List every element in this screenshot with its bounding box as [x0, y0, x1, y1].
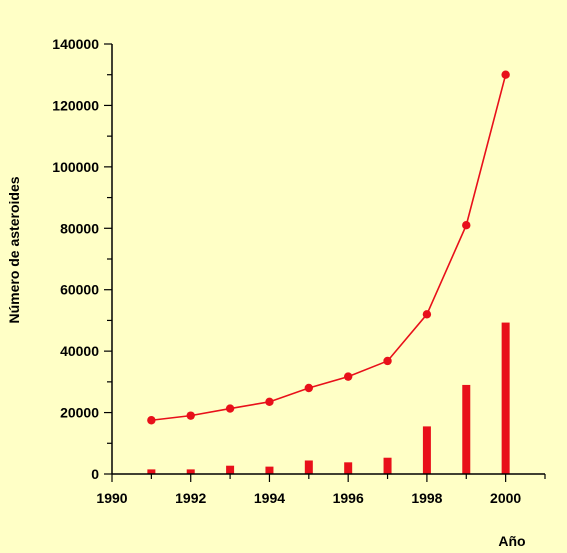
line-point — [343, 372, 353, 381]
ticks: 1990 1992 1994 1996 1998 20000200004000060000… — [52, 36, 546, 506]
y-tick-label: 140000 — [52, 36, 99, 52]
y-tick-label: 20000 — [60, 405, 99, 421]
y-tick-label: 40000 — [60, 343, 99, 359]
y-tick-label: 80000 — [60, 220, 99, 236]
x-axis-title: Año — [498, 533, 525, 549]
y-tick-label: 60000 — [60, 282, 99, 298]
bar — [501, 322, 510, 474]
line-series — [147, 70, 510, 425]
bar — [304, 460, 313, 474]
y-tick-label: 100000 — [52, 159, 99, 175]
line-point — [147, 416, 156, 425]
y-tick-label: 120000 — [52, 97, 99, 113]
bar — [422, 426, 431, 474]
line-point — [265, 397, 274, 407]
bar — [147, 469, 156, 474]
axes — [111, 44, 545, 475]
x-tick-label: 2000 — [490, 490, 521, 506]
line-point — [501, 70, 510, 79]
y-axis-title: Número de asteroides — [6, 176, 22, 323]
bar — [265, 466, 274, 474]
x-tick-label: 1998 — [411, 490, 442, 506]
bar — [383, 457, 392, 474]
line-point — [186, 411, 195, 420]
x-tick-label: 1996 — [333, 490, 364, 506]
bar-series — [147, 322, 510, 474]
y-tick-label: 0 — [91, 466, 99, 482]
x-tick-label: 1990 — [96, 490, 127, 506]
line-point — [422, 310, 432, 319]
line-point — [383, 356, 392, 366]
bar — [226, 465, 235, 474]
line-point — [225, 404, 235, 413]
line-path — [151, 74, 507, 422]
bar — [186, 469, 195, 474]
x-tick-label: 1992 — [175, 490, 206, 506]
line-point — [304, 383, 314, 393]
bar — [344, 462, 353, 474]
x-tick-label: 1994 — [254, 490, 285, 506]
line-point — [462, 221, 471, 230]
bar — [462, 384, 471, 474]
